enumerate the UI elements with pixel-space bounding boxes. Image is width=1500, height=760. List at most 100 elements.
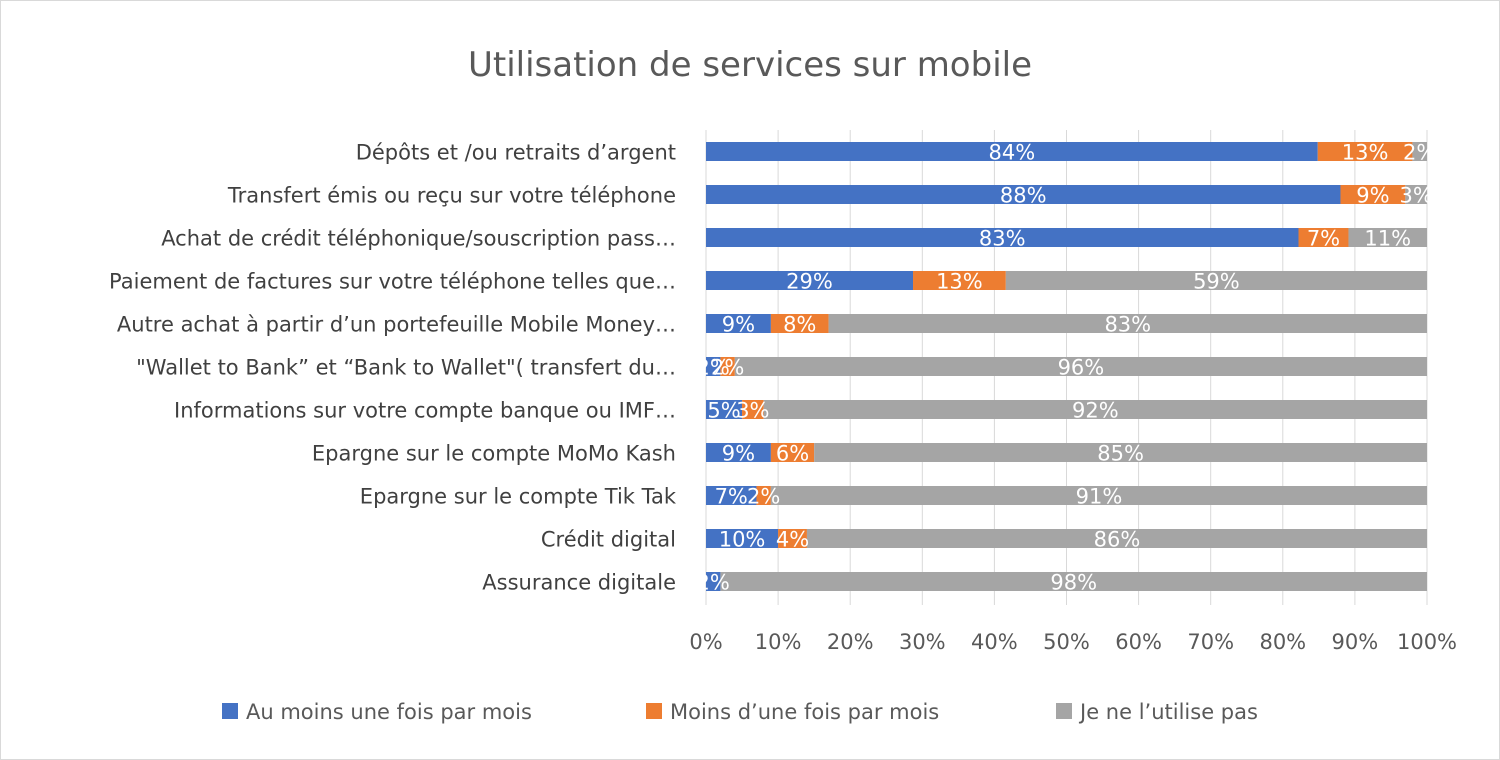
bar-segment [706,357,721,376]
x-tick-label: 20% [827,630,874,654]
data-label: 11% [1364,227,1411,251]
bar-segment [706,400,743,419]
data-label: 92% [1072,399,1119,423]
data-label: 84% [989,141,1036,165]
legend-swatch [222,703,238,719]
data-label: 7% [1307,227,1340,251]
data-label: 6% [776,442,809,466]
bar-segment [706,443,771,462]
x-tick-label: 10% [755,630,802,654]
data-label: 98% [1050,571,1097,595]
bar-segment [814,443,1427,462]
bar-segment [1298,228,1349,247]
bar-segment [1348,228,1427,247]
x-tick-label: 0% [689,630,722,654]
bar-segment [770,486,1427,505]
bar-segment [1317,142,1413,161]
category-label: Dépôts et /ou retraits d’argent [356,141,676,165]
data-label: 9% [722,442,755,466]
bar-segment [1005,271,1427,290]
data-label: 5% [707,399,740,423]
x-tick-label: 50% [1043,630,1090,654]
bar-segment [763,400,1427,419]
bar-segment [913,271,1006,290]
data-label: 13% [936,270,983,294]
x-tick-labels: 0% 10% 20% 30% 40% 50% 60% 70% 80% 90% 100% [689,630,1457,654]
bar-segment [1340,185,1406,204]
data-label: 91% [1076,485,1123,509]
data-label: 85% [1097,442,1144,466]
data-label: 13% [1342,141,1389,165]
category-label: Assurance digitale [482,571,676,595]
category-label: Transfert émis ou reçu sur votre télépho… [227,184,676,208]
data-label: 9% [1356,184,1389,208]
bar-segment [706,314,771,333]
legend-swatch [1056,703,1072,719]
bar-segment [734,357,1427,376]
data-label: 7% [715,485,748,509]
data-label: 88% [1000,184,1047,208]
category-label: Autre achat à partir d’un portefeuille M… [117,313,676,337]
bar-segment [720,357,735,376]
data-label: 86% [1094,528,1141,552]
x-tick-label: 60% [1115,630,1162,654]
bar-segment [706,271,914,290]
bar-segment [742,400,764,419]
x-tick-label: 80% [1259,630,1306,654]
bars [706,142,1427,591]
data-label: 3% [736,399,769,423]
data-label: 10% [719,528,766,552]
bar-segment [828,314,1427,333]
bar-segment [756,486,771,505]
category-label: Epargne sur le compte MoMo Kash [312,442,676,466]
chart-title: Utilisation de services sur mobile [468,45,1032,85]
bar-segment [706,529,779,548]
legend-label: Je ne l’utilise pas [1078,700,1258,724]
bar-segment [706,572,721,591]
category-label: Achat de crédit téléphonique/souscriptio… [161,227,676,251]
bar-segment [1405,185,1427,204]
bar-segment [1412,142,1427,161]
data-label: 2% [1403,141,1436,165]
bar-segment [770,443,815,462]
data-label: 2% [697,571,730,595]
data-label: 2% [711,356,744,380]
legend: Au moins une fois par mois Moins d’une fo… [222,700,1258,724]
category-label: "Wallet to Bank” et “Bank to Wallet"( tr… [136,356,676,380]
x-tick-label: 30% [899,630,946,654]
x-tick-label: 90% [1332,630,1379,654]
x-tick-label: 40% [971,630,1018,654]
legend-label: Au moins une fois par mois [246,700,532,724]
bar-segment [806,529,1427,548]
legend-label: Moins d’une fois par mois [670,700,939,724]
category-label: Crédit digital [541,528,676,552]
data-label: 2% [697,356,730,380]
bar-segment [778,529,807,548]
category-labels: Dépôts et /ou retraits d’argent Transfert… [109,141,677,595]
bar-segment [706,185,1341,204]
data-labels: 84% 13% 2% 88% 9% 3% 83% 7% 11% 29% 13% 59% 9% 8% 83% 2… [697,141,1437,595]
data-label: 96% [1058,356,1105,380]
data-label: 2% [747,485,780,509]
x-tick-label: 70% [1187,630,1234,654]
category-label: Epargne sur le compte Tik Tak [360,485,677,509]
bar-segment [770,314,829,333]
data-label: 4% [776,528,809,552]
data-label: 9% [722,313,755,337]
bar-segment [720,572,1427,591]
x-tick-label: 100% [1397,630,1457,654]
legend-swatch [646,703,662,719]
bar-segment [706,486,757,505]
data-label: 83% [979,227,1026,251]
data-label: 3% [1400,184,1433,208]
data-label: 8% [783,313,816,337]
bar-segment [706,228,1299,247]
bar-segment [706,142,1318,161]
category-label: Paiement de factures sur votre téléphone… [109,270,676,294]
category-label: Informations sur votre compte banque ou … [174,399,676,423]
data-label: 29% [786,270,833,294]
data-label: 59% [1193,270,1240,294]
data-label: 83% [1104,313,1151,337]
